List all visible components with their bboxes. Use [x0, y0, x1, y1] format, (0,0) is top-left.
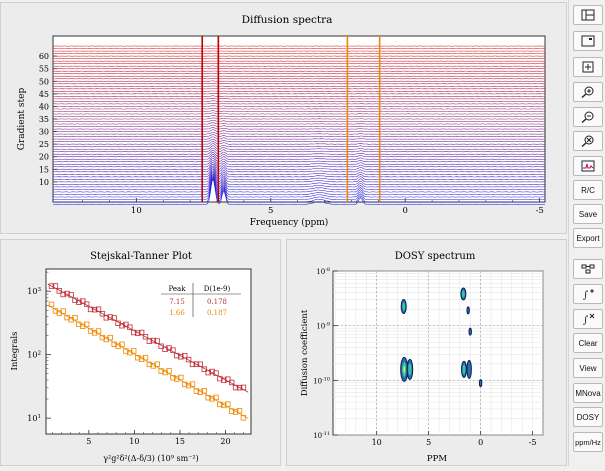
dosy-plot-area — [333, 271, 543, 435]
zoom-reset-icon — [581, 135, 595, 147]
dosy-peak[interactable] — [469, 328, 471, 335]
table-header-peak: Peak — [169, 285, 187, 293]
dosy-peak[interactable] — [479, 380, 481, 387]
diffusion-ytick-label: 45 — [39, 90, 49, 99]
window-icon — [581, 35, 595, 47]
stejskal-tanner-panel: Stejskal-Tanner Plot 103 102 101 5 10 15 20 P… — [0, 239, 281, 466]
table-row-d: 0.187 — [207, 309, 227, 317]
diffusion-xtick-label: 5 — [268, 206, 273, 216]
stejskal-xtick-label: 10 — [129, 437, 139, 446]
diffusion-xlabel: Frequency (ppm) — [250, 217, 329, 228]
svg-text:∫: ∫ — [583, 290, 588, 300]
dosy-peak-core — [462, 290, 465, 297]
diffusion-xtick-label: 0 — [402, 206, 407, 216]
dosy-peak[interactable] — [467, 360, 471, 378]
diffusion-ytick-label: 40 — [39, 102, 49, 111]
save-button[interactable]: Save — [573, 204, 603, 224]
diffusion-xtick-label: 10 — [131, 206, 142, 216]
stejskal-xlabel: γ²g²δ²(Δ-δ/3) (10⁹ sm⁻²) — [103, 454, 199, 463]
dosy-xtick-label: 5 — [426, 438, 431, 447]
ppm-hz-button[interactable]: ppm/Hz — [573, 432, 603, 452]
stejskal-ytick-label: 103 — [27, 287, 41, 296]
stejskal-ytick-label: 102 — [27, 351, 41, 360]
integral-remove-icon: ∫ — [581, 313, 595, 325]
mnova-button[interactable]: MNova — [573, 383, 603, 403]
table-row-peak: 1.66 — [169, 309, 185, 317]
table-row-peak: 7.15 — [169, 298, 185, 306]
peak-pick-icon — [581, 263, 595, 275]
dosy-button[interactable]: DOSY — [573, 407, 603, 427]
spectrum-icon — [581, 160, 595, 172]
dosy-peak[interactable] — [467, 307, 469, 314]
dosy-ytick-label: 10-8 — [316, 267, 330, 276]
diffusion-ytick-label: 60 — [39, 52, 49, 61]
spectrum-view-button[interactable] — [573, 156, 603, 176]
stejskal-xtick-label: 20 — [220, 437, 230, 446]
diffusion-ytick-label: 10 — [39, 178, 49, 187]
diffusion-xtick-label: -5 — [535, 206, 543, 216]
layout-button[interactable] — [573, 5, 603, 25]
peak-pick-button[interactable] — [573, 259, 603, 279]
zoom-in-button[interactable] — [573, 82, 603, 102]
dosy-xlabel: PPM — [427, 454, 447, 464]
integral-add-icon: ∫ — [581, 288, 595, 300]
zoom-out-button[interactable] — [573, 107, 603, 127]
zoom-box-icon — [581, 61, 595, 73]
stejskal-title: Stejskal-Tanner Plot — [90, 251, 192, 262]
view-button[interactable]: View — [573, 358, 603, 378]
dosy-peak-core — [463, 365, 466, 375]
dosy-peak-core — [408, 363, 411, 375]
dosy-ytick-label: 10-9 — [316, 322, 330, 331]
diffusion-spectra-plot[interactable]: Diffusion spectra 1015202530354045505560… — [1, 3, 568, 235]
zoom-box-button[interactable] — [573, 57, 603, 77]
dosy-ytick-label: 10-10 — [313, 376, 330, 385]
stejskal-xtick-label: 15 — [175, 437, 185, 446]
right-toolbar: R/C Save Export ∫ ∫ Clear View MNova DOS… — [568, 0, 605, 466]
svg-text:∫: ∫ — [583, 315, 588, 325]
stejskal-ytick-label: 101 — [27, 414, 41, 423]
export-button[interactable]: Export — [573, 228, 603, 248]
dosy-xtick-label: -5 — [529, 438, 537, 447]
integral-remove-button[interactable]: ∫ — [573, 309, 603, 329]
zoom-out-icon — [581, 111, 595, 123]
diffusion-ylabel: Gradient step — [17, 88, 27, 151]
dosy-xtick-label: 10 — [372, 438, 382, 447]
dosy-xtick-label: 0 — [478, 438, 483, 447]
diffusion-ytick-label: 55 — [39, 65, 49, 74]
layout-icon — [581, 9, 595, 21]
stejskal-ylabel: Integrals — [10, 332, 20, 371]
diffusion-ytick-label: 15 — [39, 165, 49, 174]
integral-add-button[interactable]: ∫ — [573, 284, 603, 304]
stejskal-xtick-label: 5 — [86, 437, 91, 446]
diffusion-ytick-label: 25 — [39, 140, 49, 149]
zoom-in-icon — [581, 86, 595, 98]
diffusion-ytick-label: 30 — [39, 128, 49, 137]
stejskal-tanner-plot[interactable]: Stejskal-Tanner Plot 103 102 101 5 10 15 20 P… — [1, 240, 282, 467]
window-button[interactable] — [573, 31, 603, 51]
dosy-ytick-label: 10-11 — [313, 431, 330, 440]
rc-button[interactable]: R/C — [573, 180, 603, 200]
diffusion-ytick-label: 50 — [39, 77, 49, 86]
clear-button[interactable]: Clear — [573, 333, 603, 353]
dosy-title: DOSY spectrum — [395, 251, 476, 262]
diffusion-title: Diffusion spectra — [242, 14, 333, 26]
diffusion-ytick-label: 35 — [39, 115, 49, 124]
dosy-peak-core — [403, 366, 405, 373]
zoom-reset-button[interactable] — [573, 131, 603, 151]
dosy-ylabel: Diffusion coefficient — [300, 309, 310, 396]
diffusion-ytick-label: 20 — [39, 153, 49, 162]
dosy-peak-core — [402, 302, 405, 310]
table-row-d: 0.178 — [207, 298, 227, 306]
table-header-d: D(1e-9) — [204, 285, 231, 293]
